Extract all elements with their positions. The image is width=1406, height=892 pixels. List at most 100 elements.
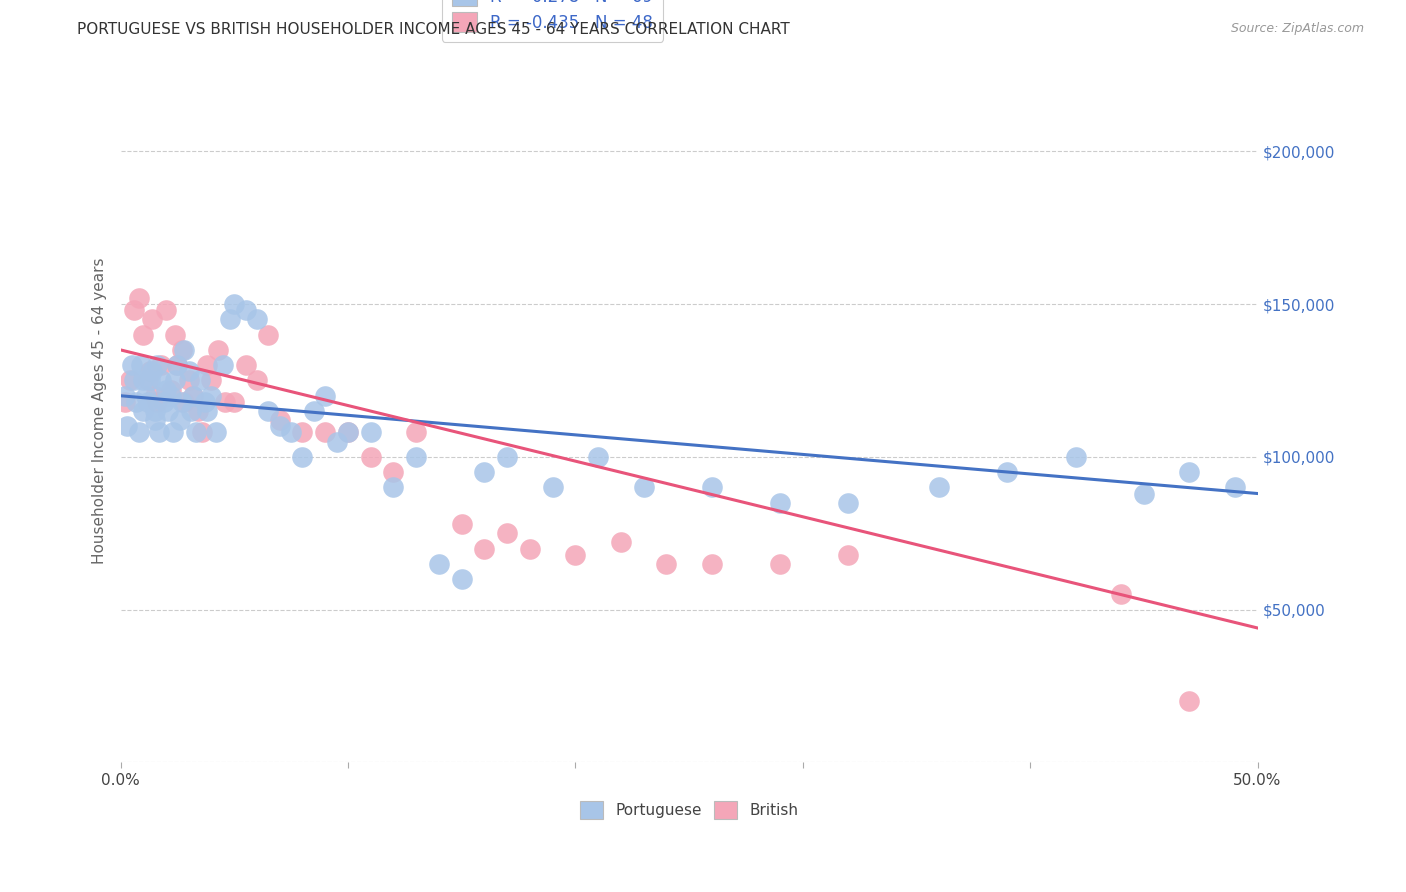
Point [291, 425, 314, 440]
Point [610, 535, 633, 549]
Point [246, 312, 269, 326]
Point [269, 413, 291, 427]
Point [837, 496, 859, 510]
Point [769, 557, 792, 571]
Point [1109, 587, 1132, 601]
Point [450, 572, 472, 586]
Point [187, 404, 209, 418]
Text: Source: ZipAtlas.com: Source: ZipAtlas.com [1230, 22, 1364, 36]
Point [382, 480, 405, 494]
Point [1178, 694, 1201, 708]
Point [224, 395, 246, 409]
Point [188, 374, 211, 388]
Point [235, 303, 257, 318]
Point [136, 374, 159, 388]
Point [195, 358, 218, 372]
Point [132, 327, 155, 342]
Point [166, 358, 188, 372]
Point [205, 425, 228, 440]
Point [117, 419, 139, 434]
Point [218, 312, 240, 326]
Point [496, 526, 519, 541]
Point [325, 434, 347, 449]
Point [122, 374, 145, 388]
Point [405, 425, 427, 440]
Point [166, 358, 188, 372]
Point [769, 496, 792, 510]
Point [173, 343, 195, 357]
Point [170, 395, 193, 409]
Point [1133, 486, 1156, 500]
Point [1178, 465, 1201, 479]
Point [143, 389, 166, 403]
Point [427, 557, 450, 571]
Point [541, 480, 564, 494]
Point [195, 404, 218, 418]
Point [191, 425, 214, 440]
Point [143, 404, 166, 418]
Point [180, 404, 202, 418]
Point [496, 450, 519, 464]
Point [269, 419, 291, 434]
Point [170, 343, 193, 357]
Point [700, 480, 723, 494]
Point [336, 425, 359, 440]
Point [405, 450, 427, 464]
Point [291, 450, 314, 464]
Point [148, 425, 170, 440]
Point [928, 480, 950, 494]
Point [214, 395, 236, 409]
Point [146, 395, 169, 409]
Point [121, 358, 143, 372]
Point [302, 404, 325, 418]
Point [150, 374, 173, 388]
Point [1064, 450, 1087, 464]
Text: PORTUGUESE VS BRITISH HOUSEHOLDER INCOME AGES 45 - 64 YEARS CORRELATION CHART: PORTUGUESE VS BRITISH HOUSEHOLDER INCOME… [77, 22, 790, 37]
Point [129, 358, 152, 372]
Point [207, 343, 229, 357]
Point [360, 450, 382, 464]
Point [336, 425, 359, 440]
Point [235, 358, 257, 372]
Point [159, 389, 181, 403]
Point [212, 358, 235, 372]
Point [143, 413, 166, 427]
Point [169, 413, 191, 427]
Point [125, 395, 148, 409]
Point [564, 548, 586, 562]
Point [519, 541, 541, 556]
Point [114, 395, 136, 409]
Point [382, 465, 405, 479]
Point [472, 541, 495, 556]
Point [177, 374, 200, 388]
Point [132, 404, 155, 418]
Point [450, 517, 472, 532]
Point [139, 374, 162, 388]
Point [194, 395, 217, 409]
Point [146, 358, 169, 372]
Point [280, 425, 302, 440]
Point [360, 425, 382, 440]
Point [257, 327, 280, 342]
Point [155, 383, 177, 397]
Legend: Portuguese, British: Portuguese, British [574, 795, 804, 825]
Point [141, 364, 163, 378]
Point [132, 374, 155, 388]
Point [655, 557, 678, 571]
Point [314, 425, 336, 440]
Point [165, 374, 187, 388]
Point [184, 425, 207, 440]
Point [257, 404, 280, 418]
Point [200, 374, 222, 388]
Point [700, 557, 723, 571]
Point [155, 303, 177, 318]
Point [139, 364, 162, 378]
Point [1223, 480, 1246, 494]
Point [200, 389, 222, 403]
Point [633, 480, 655, 494]
Point [114, 389, 136, 403]
Point [224, 297, 246, 311]
Point [837, 548, 859, 562]
Point [152, 395, 174, 409]
Point [128, 425, 150, 440]
